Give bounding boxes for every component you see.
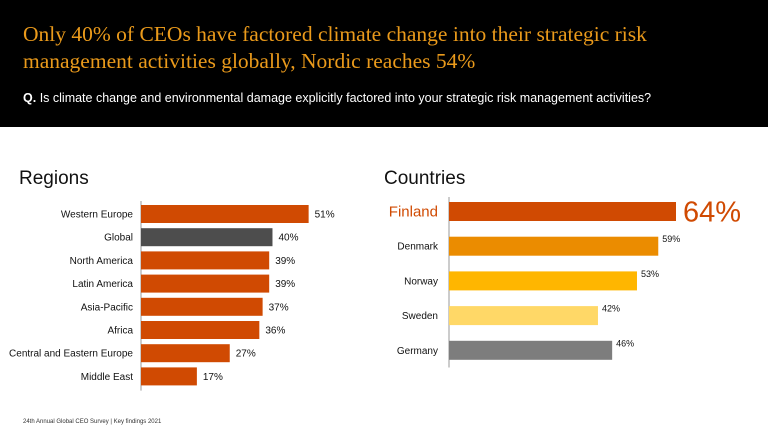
regions-category-label: Asia-Pacific [81,302,133,313]
question-text: Is climate change and environmental dama… [39,91,652,105]
regions-bar [141,344,230,363]
regions-data-label: 39% [275,279,295,290]
regions-bar [141,251,270,270]
headline: Only 40% of CEOs have factored climate c… [23,21,753,75]
regions-category-label: Latin America [72,279,133,290]
regions-category-label: Global [104,233,133,244]
countries-category-label: Germany [397,346,438,357]
regions-bar [141,321,260,339]
regions-data-label: 27% [236,349,256,360]
regions-bar [141,367,197,386]
regions-data-label: 39% [275,256,295,267]
regions-bar [141,297,263,316]
countries-bar [449,271,637,291]
regions-category-label: Middle East [81,372,133,383]
regions-bar [141,205,309,223]
regions-category-label: North America [70,256,134,267]
countries-title: Countries [384,168,466,189]
countries-bar [449,340,613,360]
countries-data-label: 59% [662,234,680,244]
countries-data-label: 64% [683,197,741,229]
regions-category-label: Central and Eastern Europe [9,349,133,360]
survey-question: Q. Is climate change and environmental d… [23,90,758,106]
regions-data-label: 51% [315,210,335,221]
countries-category-label: Norway [404,276,438,287]
countries-bar [449,236,659,256]
countries-bar [449,202,676,221]
regions-data-label: 37% [269,302,289,313]
countries-data-label: 42% [602,304,620,314]
countries-data-label: 46% [616,338,634,348]
regions-title: Regions [19,168,89,189]
regions-bar [141,228,273,247]
countries-category-label: Denmark [397,242,439,253]
regions-category-label: Africa [107,326,133,337]
countries-bar [449,306,598,326]
regions-data-label: 40% [278,233,298,244]
countries-category-label: Sweden [402,311,438,322]
countries-data-label: 53% [641,269,659,279]
footer-note: 24th Annual Global CEO Survey | Key find… [23,419,162,425]
header-banner: Only 40% of CEOs have factored climate c… [0,0,768,127]
question-prefix: Q. [23,91,37,105]
regions-data-label: 17% [203,372,223,383]
regions-data-label: 36% [265,326,285,337]
regions-bar [141,274,270,293]
countries-category-label: Finland [389,204,438,221]
headline-line-2: management activities globally, Nordic r… [23,49,476,73]
headline-line-1: Only 40% of CEOs have factored climate c… [23,22,647,46]
regions-category-label: Western Europe [61,210,134,221]
